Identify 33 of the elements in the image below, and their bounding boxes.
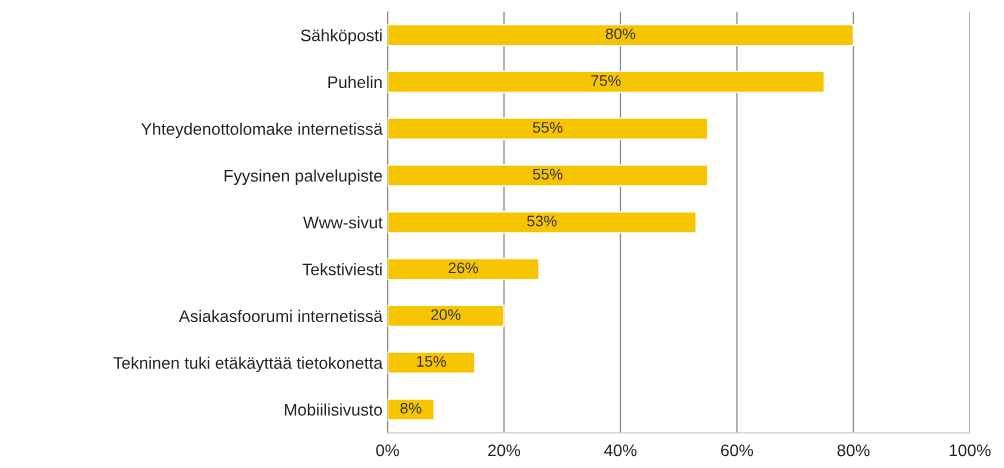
bar bbox=[387, 398, 435, 421]
x-tick-label: 80% bbox=[837, 444, 870, 457]
bar bbox=[387, 70, 825, 94]
y-tick-label: Sähköposti bbox=[300, 29, 382, 45]
y-tick-label: Tekninen tuki etäkäyttää tietokonetta bbox=[113, 356, 383, 373]
data-label: 8% bbox=[400, 402, 422, 414]
bar bbox=[387, 351, 476, 374]
y-tick-label: Www-sivut bbox=[303, 216, 383, 229]
y-tick-label: Mobiilisivusto bbox=[284, 403, 382, 416]
x-tick-label: 60% bbox=[721, 444, 754, 457]
x-tick-label: 20% bbox=[488, 444, 521, 457]
data-label: 26% bbox=[448, 262, 478, 274]
y-tick-label: Asiakasfoorumi internetissä bbox=[178, 309, 383, 323]
x-tick-label: 100% bbox=[949, 444, 991, 457]
bar bbox=[387, 117, 709, 140]
bar bbox=[387, 211, 697, 234]
data-label: 20% bbox=[431, 309, 461, 320]
data-label: 80% bbox=[605, 28, 636, 40]
y-tick-label: Fyysinen palvelupiste bbox=[224, 169, 382, 185]
y-tick-label: Yhteydenottolomake internetissä bbox=[141, 122, 383, 139]
y-tick-label: Puhelin bbox=[328, 75, 382, 89]
bar bbox=[387, 164, 709, 187]
bar bbox=[387, 23, 855, 47]
x-tick-label: 0% bbox=[376, 444, 399, 457]
data-label: 53% bbox=[527, 215, 557, 227]
data-label: 55% bbox=[533, 168, 563, 180]
bar bbox=[387, 257, 540, 281]
data-label: 55% bbox=[533, 122, 563, 133]
y-tick-label: Tekstiviesti bbox=[302, 263, 382, 276]
x-tick-label: 40% bbox=[604, 444, 637, 457]
bar bbox=[387, 304, 505, 328]
data-label: 15% bbox=[417, 356, 446, 367]
data-label: 75% bbox=[591, 75, 621, 86]
